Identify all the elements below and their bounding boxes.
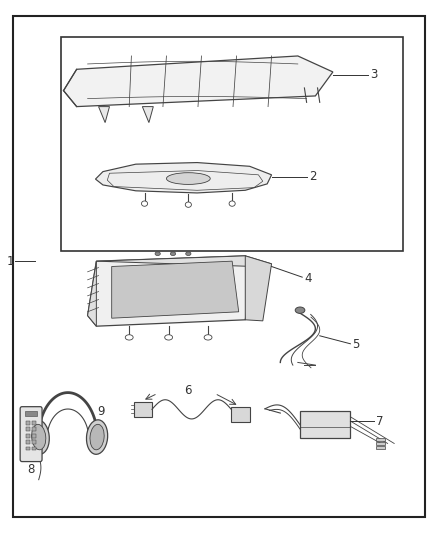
Polygon shape xyxy=(112,261,239,318)
Bar xyxy=(32,434,36,438)
Ellipse shape xyxy=(155,252,160,255)
Bar xyxy=(25,411,37,416)
Ellipse shape xyxy=(185,202,191,207)
Ellipse shape xyxy=(229,201,235,206)
Polygon shape xyxy=(95,163,272,193)
Text: 8: 8 xyxy=(28,463,35,475)
Bar xyxy=(376,442,385,445)
Ellipse shape xyxy=(166,173,210,184)
Bar xyxy=(26,447,30,450)
Ellipse shape xyxy=(28,420,49,454)
Bar xyxy=(231,407,250,422)
Polygon shape xyxy=(245,256,272,321)
Text: 3: 3 xyxy=(370,68,378,81)
Text: 6: 6 xyxy=(184,384,192,397)
Text: 4: 4 xyxy=(304,272,312,285)
Bar xyxy=(376,446,385,449)
Ellipse shape xyxy=(170,252,176,255)
Ellipse shape xyxy=(90,424,104,450)
Ellipse shape xyxy=(125,335,133,340)
Bar xyxy=(26,427,30,431)
Bar xyxy=(32,427,36,431)
Ellipse shape xyxy=(141,201,148,206)
Bar xyxy=(61,37,403,251)
Polygon shape xyxy=(99,107,110,123)
Ellipse shape xyxy=(295,307,305,313)
Ellipse shape xyxy=(165,335,173,340)
Polygon shape xyxy=(88,261,96,326)
Bar xyxy=(376,438,385,441)
Polygon shape xyxy=(64,56,333,107)
Bar xyxy=(300,411,350,438)
Bar xyxy=(26,421,30,425)
Ellipse shape xyxy=(86,420,108,454)
Text: 5: 5 xyxy=(353,338,360,351)
Bar xyxy=(32,421,36,425)
Ellipse shape xyxy=(204,335,212,340)
Text: 1: 1 xyxy=(7,255,14,268)
Polygon shape xyxy=(96,256,272,266)
Text: 9: 9 xyxy=(97,405,105,418)
Polygon shape xyxy=(88,256,254,326)
Polygon shape xyxy=(142,107,153,123)
Bar xyxy=(134,402,152,417)
Bar xyxy=(32,447,36,450)
Ellipse shape xyxy=(32,424,46,450)
Ellipse shape xyxy=(186,252,191,255)
FancyBboxPatch shape xyxy=(20,407,42,462)
Text: 7: 7 xyxy=(376,415,383,427)
Bar xyxy=(26,440,30,444)
Bar xyxy=(32,440,36,444)
Text: 2: 2 xyxy=(309,171,316,183)
Bar xyxy=(26,434,30,438)
